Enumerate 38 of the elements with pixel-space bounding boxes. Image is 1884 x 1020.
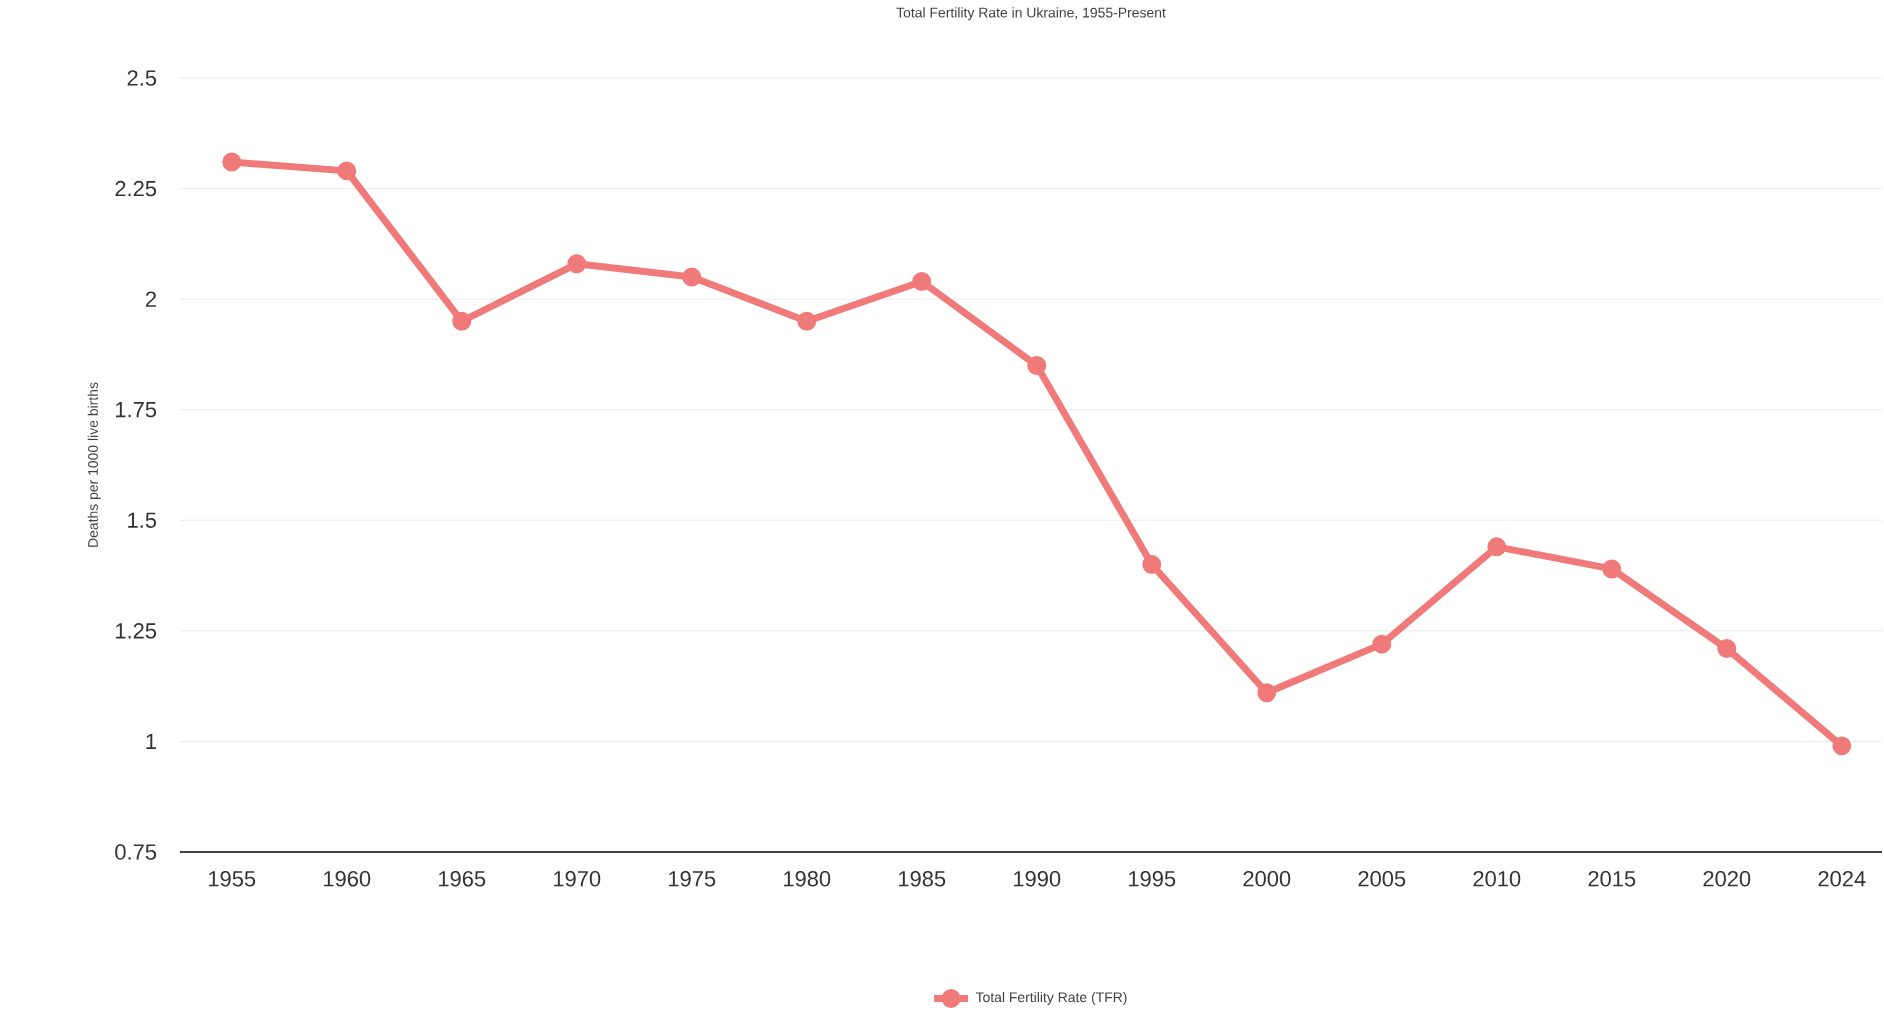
x-tick-label: 1965 (439, 871, 486, 887)
y-tick-label: 2 (145, 291, 156, 307)
y-tick-label: 1.5 (128, 512, 157, 528)
point (912, 271, 932, 291)
y-tick-label: 2.5 (127, 70, 157, 86)
x-tick-label: 1985 (899, 871, 946, 887)
point (797, 311, 817, 331)
x-tick-label: 1995 (1129, 871, 1176, 887)
point (222, 152, 242, 172)
point (567, 254, 587, 274)
point (682, 267, 702, 287)
point (1027, 356, 1047, 375)
point (1372, 634, 1392, 654)
x-tick-label: 1990 (1014, 871, 1061, 887)
point (1832, 736, 1852, 756)
x-tick-label: 1955 (209, 871, 256, 887)
x-tick-label: 1970 (554, 871, 601, 887)
point (1142, 555, 1162, 574)
x-tick-label: 2005 (1358, 871, 1406, 887)
x-tick-label: 1975 (669, 871, 716, 887)
x-tick-label: 1980 (784, 871, 831, 887)
y-tick-label: 2.25 (115, 180, 157, 197)
y-tick-label: 0.75 (115, 844, 157, 860)
point (1487, 537, 1507, 557)
point (1717, 639, 1737, 659)
x-tick-label: 1960 (324, 871, 371, 887)
point (337, 161, 357, 181)
point (452, 311, 472, 331)
x-tick-label: 2024 (1818, 871, 1866, 887)
point (1257, 683, 1277, 703)
x-tick-label: 2015 (1588, 871, 1636, 887)
x-tick-label: 2010 (1473, 871, 1521, 887)
y-tick-label: 1.75 (116, 402, 157, 418)
y-tick-label: 1 (146, 733, 156, 749)
y-tick-label: 1.25 (116, 623, 157, 639)
point (1602, 559, 1622, 579)
x-tick-label: 2020 (1703, 871, 1751, 887)
x-tick-label: 2000 (1243, 871, 1291, 887)
